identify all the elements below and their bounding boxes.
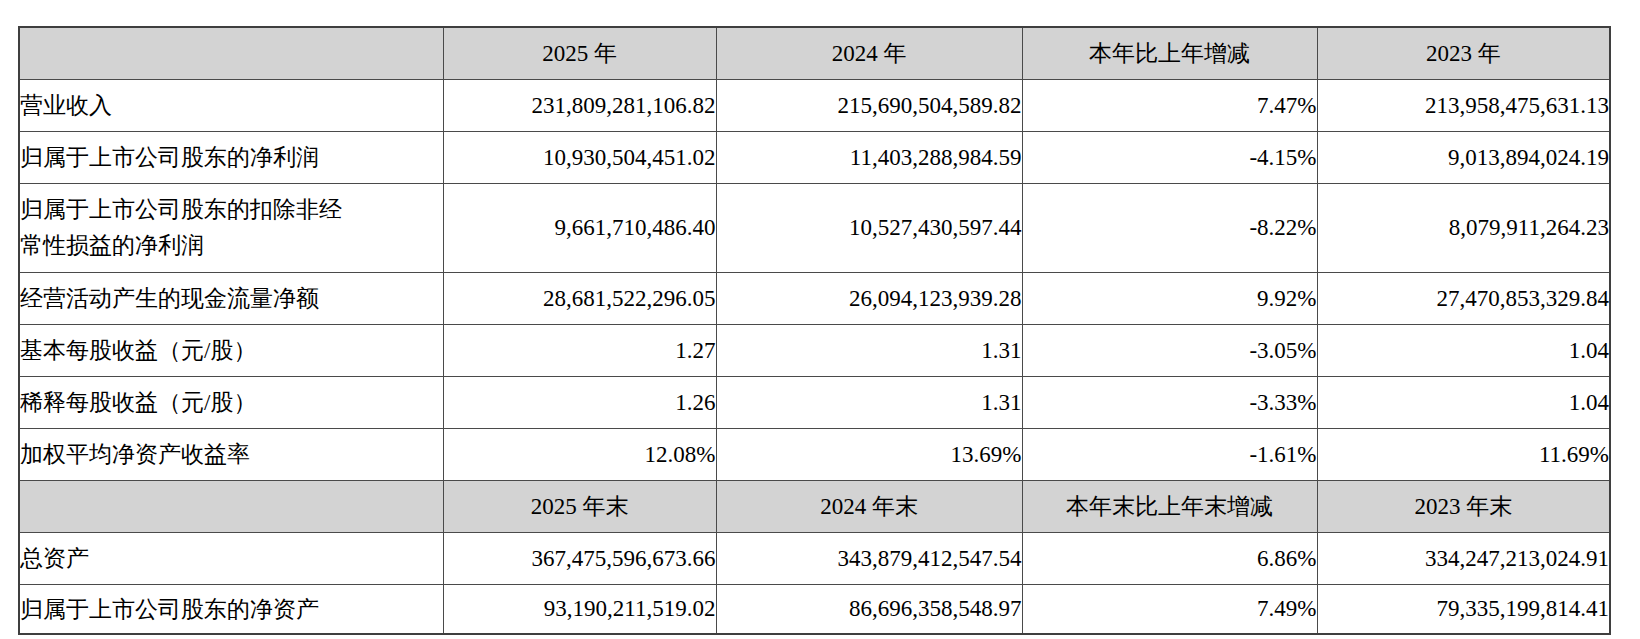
value-cell-2023: 213,958,475,631.13 [1317,80,1610,132]
value-cell-2025: 1.26 [443,377,716,429]
table-row-operating-revenue: 营业收入 231,809,281,106.82 215,690,504,589.… [19,80,1610,132]
value-cell-2023: 11.69% [1317,429,1610,481]
row-label-cell: 归属于上市公司股东的扣除非经常性损益的净利润 [19,184,443,273]
table-row-operating-cash-flow: 经营活动产生的现金流量净额 28,681,522,296.05 26,094,1… [19,273,1610,325]
value-cell-change: -3.33% [1022,377,1317,429]
table-row-net-profit-excl-nonrecurring: 归属于上市公司股东的扣除非经常性损益的净利润 9,661,710,486.40 … [19,184,1610,273]
value-cell-2023: 1.04 [1317,377,1610,429]
corner-cell [19,481,443,533]
row-label-cell: 总资产 [19,533,443,585]
value-cell-2025: 12.08% [443,429,716,481]
table-row-net-profit: 归属于上市公司股东的净利润 10,930,504,451.02 11,403,2… [19,132,1610,184]
table-row-total-assets: 总资产 367,475,596,673.66 343,879,412,547.5… [19,533,1610,585]
value-cell-2025: 93,190,211,519.02 [443,585,716,635]
value-cell-2024: 10,527,430,597.44 [716,184,1022,273]
value-cell-change: -8.22% [1022,184,1317,273]
value-cell-2024: 11,403,288,984.59 [716,132,1022,184]
value-cell-2025: 28,681,522,296.05 [443,273,716,325]
value-cell-2023: 1.04 [1317,325,1610,377]
value-cell-2024: 13.69% [716,429,1022,481]
value-cell-2023: 334,247,213,024.91 [1317,533,1610,585]
value-cell-change: 7.49% [1022,585,1317,635]
value-cell-2025: 10,930,504,451.02 [443,132,716,184]
row-label-cell: 稀释每股收益（元/股） [19,377,443,429]
value-cell-change: 9.92% [1022,273,1317,325]
col-header-year-end-change: 本年末比上年末增减 [1022,481,1317,533]
value-cell-2025: 231,809,281,106.82 [443,80,716,132]
page: 2025 年 2024 年 本年比上年增减 2023 年 营业收入 231,80… [0,0,1640,639]
header-row-annual: 2025 年 2024 年 本年比上年增减 2023 年 [19,27,1610,80]
value-cell-2023: 27,470,853,329.84 [1317,273,1610,325]
value-cell-change: 7.47% [1022,80,1317,132]
row-label-text: 归属于上市公司股东的扣除非经常性损益的净利润 [20,192,342,263]
row-label-cell: 营业收入 [19,80,443,132]
corner-cell [19,27,443,80]
row-label-cell: 经营活动产生的现金流量净额 [19,273,443,325]
value-cell-change: -3.05% [1022,325,1317,377]
value-cell-2024: 343,879,412,547.54 [716,533,1022,585]
value-cell-change: 6.86% [1022,533,1317,585]
financial-summary-table: 2025 年 2024 年 本年比上年增减 2023 年 营业收入 231,80… [18,26,1611,635]
col-header-yoy-change: 本年比上年增减 [1022,27,1317,80]
table-row-diluted-eps: 稀释每股收益（元/股） 1.26 1.31 -3.33% 1.04 [19,377,1610,429]
value-cell-2025: 367,475,596,673.66 [443,533,716,585]
row-label-cell: 加权平均净资产收益率 [19,429,443,481]
value-cell-2023: 9,013,894,024.19 [1317,132,1610,184]
col-header-2023-end: 2023 年末 [1317,481,1610,533]
col-header-2025: 2025 年 [443,27,716,80]
value-cell-2023: 8,079,911,264.23 [1317,184,1610,273]
table-row-basic-eps: 基本每股收益（元/股） 1.27 1.31 -3.05% 1.04 [19,325,1610,377]
col-header-2025-end: 2025 年末 [443,481,716,533]
value-cell-2024: 1.31 [716,377,1022,429]
row-label-cell: 归属于上市公司股东的净资产 [19,585,443,635]
header-row-year-end: 2025 年末 2024 年末 本年末比上年末增减 2023 年末 [19,481,1610,533]
col-header-2023: 2023 年 [1317,27,1610,80]
row-label-cell: 归属于上市公司股东的净利润 [19,132,443,184]
value-cell-2025: 9,661,710,486.40 [443,184,716,273]
value-cell-2024: 86,696,358,548.97 [716,585,1022,635]
value-cell-2024: 1.31 [716,325,1022,377]
row-label-cell: 基本每股收益（元/股） [19,325,443,377]
value-cell-change: -4.15% [1022,132,1317,184]
value-cell-2024: 215,690,504,589.82 [716,80,1022,132]
value-cell-2025: 1.27 [443,325,716,377]
col-header-2024: 2024 年 [716,27,1022,80]
col-header-2024-end: 2024 年末 [716,481,1022,533]
table-row-weighted-avg-roe: 加权平均净资产收益率 12.08% 13.69% -1.61% 11.69% [19,429,1610,481]
table-row-net-assets: 归属于上市公司股东的净资产 93,190,211,519.02 86,696,3… [19,585,1610,635]
value-cell-2024: 26,094,123,939.28 [716,273,1022,325]
value-cell-2023: 79,335,199,814.41 [1317,585,1610,635]
value-cell-change: -1.61% [1022,429,1317,481]
